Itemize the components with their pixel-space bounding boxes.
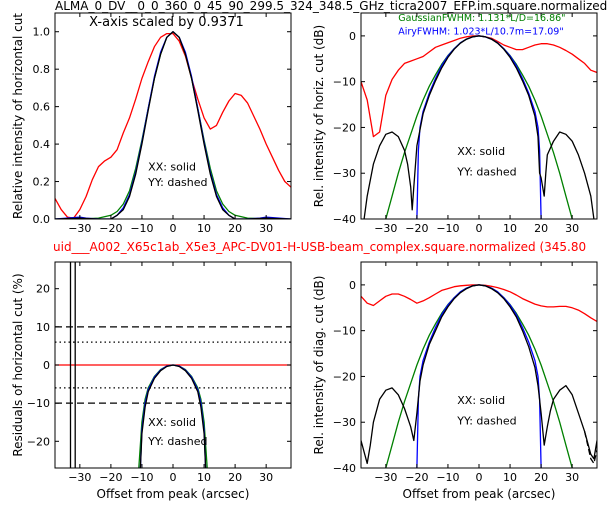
x-tick-label-tr: −20 (405, 222, 428, 235)
annotation-yy-br: YY: dashed (456, 415, 516, 428)
y-tick-label-tl: 0.2 (33, 176, 51, 189)
annotation-xx-tr: XX: solid (457, 145, 505, 158)
series-line-tl-0 (55, 32, 291, 219)
x-tick-label-bl: −20 (99, 471, 122, 484)
x-tick-label-bl: −10 (130, 471, 153, 484)
y-tick-label-bl: −10 (27, 397, 50, 410)
panel-tr: −30 −20 −10 0 10 20 30 −40 −30 −20 −10 0 Rel. intens… (312, 12, 598, 235)
y-tick-label-tr: −30 (333, 167, 356, 180)
x-tick-label-br: 10 (503, 471, 517, 484)
y-axis-label-br: Rel. intensity of diag. cut (dB) (312, 276, 326, 455)
x-axis-label-bl: Offset from peak (arcsec) (97, 487, 250, 501)
y-tick-label-bl: 0 (43, 359, 50, 372)
annotation-yy-bl: YY: dashed (147, 435, 207, 448)
x-tick-label-bl: −30 (68, 471, 91, 484)
series-line-br-4 (583, 431, 597, 465)
y-tick-label-tl: 0.0 (33, 213, 51, 226)
plot-area-br (361, 284, 597, 468)
x-tick-label-tr: 10 (503, 222, 517, 235)
annotation-gauss-tr: GaussianFWHM: 1.131*L/D=16.86" (398, 13, 565, 24)
x-tick-label-tr: −30 (374, 222, 397, 235)
annotation-scale-tl: X-axis scaled by 0.9371 (89, 15, 244, 30)
x-tick-label-tl: −20 (99, 222, 122, 235)
y-tick-label-br: −40 (333, 462, 356, 475)
panel-br: −30 −20 −10 0 10 20 30 −40 −30 −20 −10 0 Offset from… (312, 261, 598, 501)
y-axis-label-tr: Rel. intensity of horiz. cut (dB) (312, 25, 326, 207)
y-tick-label-tr: −40 (333, 213, 356, 226)
figure-title-top: ALMA_0_DV__0_0_360_0_45_90_299.5_324_348… (55, 0, 607, 13)
annotation-yy-tr: YY: dashed (456, 166, 516, 179)
y-tick-label-tl: 0.8 (33, 63, 51, 76)
annotation-xx-bl: XX: solid (148, 416, 196, 429)
y-tick-label-tl: 0.6 (33, 101, 51, 114)
y-axis-label-bl: Residuals of horizontal cut (%) (11, 273, 25, 456)
annotation-xx-br: XX: solid (457, 394, 505, 407)
x-tick-label-bl: 10 (197, 471, 211, 484)
y-tick-label-br: −10 (333, 325, 356, 338)
y-tick-label-br: −20 (333, 370, 356, 383)
x-tick-label-bl: 20 (228, 471, 242, 484)
panel-bl: −30 −20 −10 0 10 20 30 −20 −10 0 10 20 Offset from p… (11, 261, 292, 501)
x-tick-label-tl: 30 (259, 222, 273, 235)
y-axis-label-tl: Relative intensity of horizontal cut (11, 13, 25, 219)
x-tick-label-tl: 10 (197, 222, 211, 235)
plot-area-tr (361, 35, 597, 219)
x-tick-label-tl: 0 (170, 222, 177, 235)
y-tick-label-br: −30 (333, 416, 356, 429)
x-tick-label-br: −30 (374, 471, 397, 484)
x-tick-label-br: 30 (565, 471, 579, 484)
annotation-yy-tl: YY: dashed (147, 176, 207, 189)
x-tick-label-tr: 20 (534, 222, 548, 235)
y-tick-label-tl: 0.4 (33, 138, 51, 151)
x-tick-label-tl: −10 (130, 222, 153, 235)
x-tick-label-tr: 0 (476, 222, 483, 235)
y-tick-label-tr: −10 (333, 76, 356, 89)
x-tick-label-bl: 0 (170, 471, 177, 484)
series-line-tr-3 (363, 35, 595, 219)
x-axis-label-br: Offset from peak (arcsec) (403, 487, 556, 501)
x-tick-label-tr: 30 (565, 222, 579, 235)
x-tick-label-br: 0 (476, 471, 483, 484)
x-tick-label-tl: −30 (68, 222, 91, 235)
x-tick-label-br: −10 (436, 471, 459, 484)
series-line-br-3 (361, 284, 597, 465)
x-tick-label-br: 20 (534, 471, 548, 484)
plot-area-tl (55, 31, 291, 219)
y-tick-label-bl: 20 (36, 283, 50, 296)
annotation-xx-tl: XX: solid (148, 160, 196, 173)
figure-title-middle: uid___A002_X65c1ab_X5e3_APC-DV01-H-USB-b… (53, 240, 586, 254)
plot-area-bl (55, 262, 291, 468)
annotation-airy-tr: AiryFWHM: 1.023*L/10.7m=17.09" (398, 27, 563, 38)
series-line-bl-3 (139, 364, 207, 468)
x-tick-label-tr: −10 (436, 222, 459, 235)
y-tick-label-tr: 0 (349, 30, 356, 43)
x-tick-label-bl: 30 (259, 471, 273, 484)
y-tick-label-tr: −20 (333, 121, 356, 134)
y-tick-label-tl: 1.0 (33, 26, 51, 39)
panel-tl: −30 −20 −10 0 10 20 30 0.0 0.2 0.4 0.6 0.8 1.0 Relati… (11, 12, 292, 235)
series-line-tl-3 (55, 31, 291, 219)
y-tick-label-br: 0 (349, 279, 356, 292)
x-tick-label-tl: 20 (228, 222, 242, 235)
axes-layer: −30 −20 −10 0 10 20 30 0.0 0.2 0.4 0.6 0.8 1.0 Relati… (11, 12, 598, 501)
x-tick-label-br: −20 (405, 471, 428, 484)
y-tick-label-bl: 10 (36, 321, 50, 334)
y-tick-label-bl: −20 (27, 435, 50, 448)
